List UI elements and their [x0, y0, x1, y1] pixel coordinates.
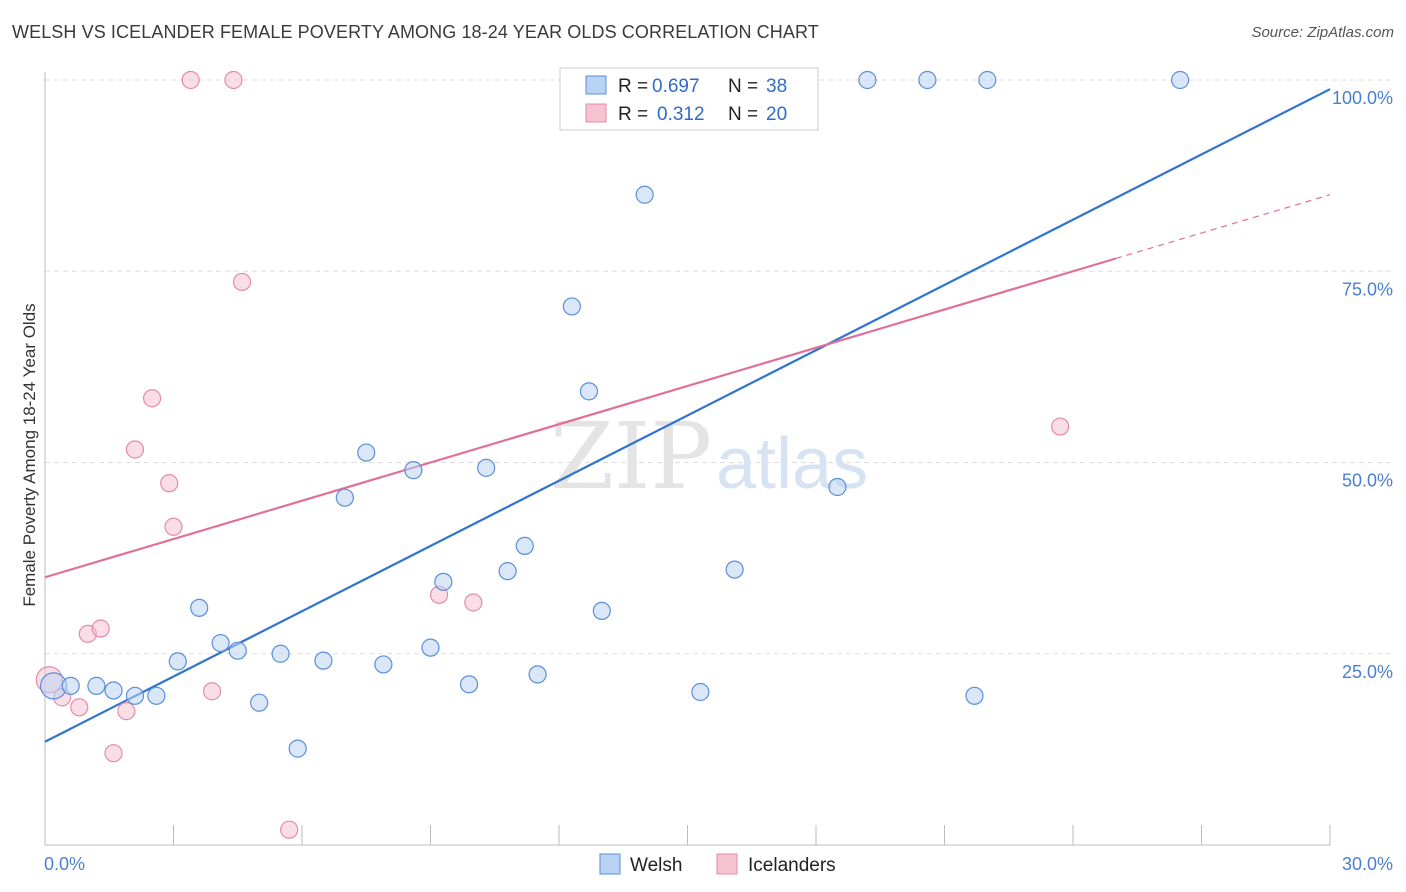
welsh-point	[828, 477, 847, 497]
watermark-atlas: atlas	[716, 424, 868, 504]
welsh-point	[978, 70, 997, 90]
welsh-point	[858, 70, 877, 90]
welsh-point	[87, 676, 106, 695]
welsh-point	[498, 562, 517, 581]
source-label: Source: ZipAtlas.com	[1251, 24, 1394, 41]
welsh-point	[125, 686, 145, 705]
welsh-trend-line	[44, 88, 1331, 743]
chart-title: WELSH VS ICELANDER FEMALE POVERTY AMONG …	[12, 22, 819, 42]
grid-lines	[45, 79, 1395, 655]
welsh-point	[421, 638, 440, 657]
icelanders-point	[104, 744, 123, 763]
welsh-point	[1170, 70, 1190, 90]
welsh-point	[691, 682, 710, 702]
y-tick-label: 75.0%	[1342, 279, 1393, 299]
welsh-point	[61, 676, 80, 695]
icelanders-point	[181, 70, 200, 90]
bottom-legend-icelanders-swatch	[716, 853, 738, 875]
x-tick-labels: 0.0% 30.0%	[44, 854, 1393, 874]
welsh-point	[562, 297, 581, 316]
bottom-legend-icelanders-label: Icelanders	[748, 855, 836, 876]
welsh-point	[579, 382, 599, 401]
welsh-point	[335, 488, 354, 507]
icelanders-point	[117, 702, 136, 721]
x-tick-label: 30.0%	[1342, 854, 1393, 874]
welsh-point	[918, 70, 937, 90]
icelanders-point	[164, 517, 183, 536]
welsh-point	[725, 560, 744, 579]
y-tick-label: 50.0%	[1342, 471, 1393, 491]
welsh-point	[147, 686, 166, 705]
welsh-point	[477, 458, 496, 477]
icelanders-point	[202, 682, 222, 701]
legend-icelanders-r-label: R =	[618, 104, 648, 125]
legend-welsh-r-label: R =	[618, 76, 648, 97]
x-tick-label: 0.0%	[44, 854, 85, 874]
icelanders-point	[1051, 417, 1070, 436]
bottom-legend-welsh-swatch	[599, 853, 621, 875]
trend-lines	[44, 88, 1331, 743]
legend-welsh-r-value: 0.697	[652, 76, 700, 97]
welsh-point	[635, 185, 654, 204]
icelanders-point	[280, 820, 299, 839]
y-tick-labels: 25.0% 50.0% 75.0% 100.0%	[1332, 88, 1393, 682]
watermark: ZIP atlas	[550, 403, 868, 510]
welsh-point	[168, 652, 187, 671]
welsh-point	[965, 686, 984, 705]
welsh-point	[459, 675, 479, 694]
welsh-point	[228, 641, 247, 660]
y-tick-label: 100.0%	[1332, 88, 1393, 108]
welsh-point	[528, 665, 547, 684]
legend-welsh-swatch	[585, 75, 607, 95]
icelanders-point	[232, 272, 252, 292]
icelanders-point	[70, 698, 89, 717]
axes	[44, 72, 1331, 846]
icelanders-trend-line	[44, 257, 1117, 579]
welsh-point	[592, 601, 611, 621]
welsh-point	[211, 633, 230, 653]
icelanders-point	[464, 593, 483, 612]
welsh-point	[434, 572, 453, 591]
welsh-point	[288, 739, 307, 758]
welsh-point	[404, 461, 423, 480]
y-axis-label: Female Poverty Among 18-24 Year Olds	[20, 303, 39, 606]
bottom-legend: Welsh Icelanders	[599, 853, 836, 876]
bottom-legend-welsh-label: Welsh	[630, 855, 682, 876]
icelanders-trend-extension	[1115, 194, 1331, 260]
welsh-point	[314, 651, 333, 670]
legend-icelanders-n-label: N =	[728, 104, 758, 125]
welsh-point	[357, 443, 376, 462]
legend-welsh-n-label: N =	[728, 76, 758, 97]
welsh-point	[515, 536, 534, 555]
legend-icelanders-r-value: 0.312	[657, 104, 705, 125]
y-tick-label: 25.0%	[1342, 662, 1393, 682]
watermark-zip: ZIP	[550, 403, 712, 510]
data-points	[35, 70, 1190, 839]
welsh-point	[374, 655, 393, 674]
welsh-point	[104, 681, 123, 700]
icelanders-point	[224, 70, 243, 90]
welsh-point	[190, 598, 209, 617]
icelanders-point	[91, 619, 110, 638]
legend-icelanders-swatch	[585, 103, 607, 123]
icelanders-point	[160, 474, 179, 493]
icelanders-point	[125, 440, 145, 459]
legend-box: R = 0.697 N = 38 R = 0.312 N = 20	[559, 67, 819, 131]
legend-icelanders-n-value: 20	[766, 104, 787, 125]
welsh-point	[250, 693, 269, 712]
icelanders-point	[142, 389, 162, 408]
legend-welsh-n-value: 38	[766, 76, 787, 97]
welsh-point	[271, 644, 290, 663]
